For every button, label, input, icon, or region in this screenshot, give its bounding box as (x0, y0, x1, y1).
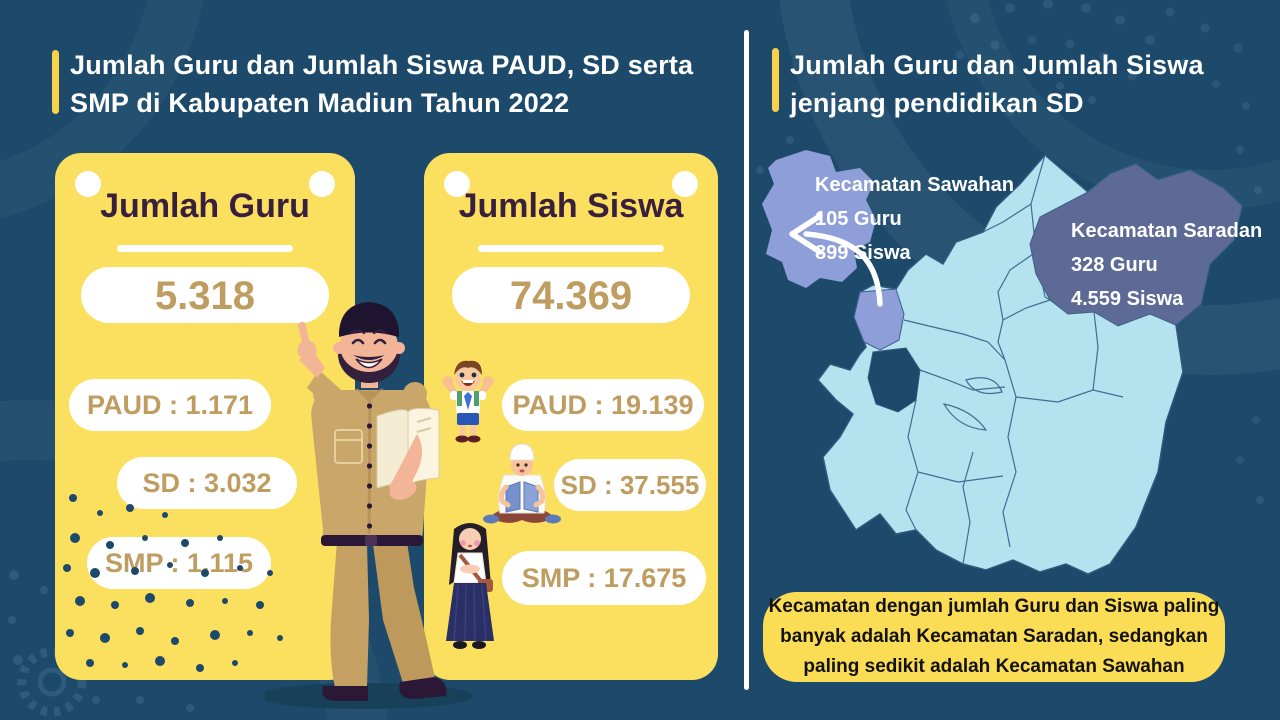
siswa-paud-pill: PAUD : 19.139 (502, 379, 704, 431)
note-line2: banyak adalah Kecamatan Saradan, sedangk… (780, 626, 1208, 647)
card-underline (117, 245, 293, 252)
reading-boy-illustration (483, 443, 561, 524)
sawahan-name: Kecamatan Sawahan (815, 174, 1014, 196)
map-arrow-icon (789, 213, 883, 307)
teacher-illustration (265, 302, 473, 709)
guru-card-title: Jumlah Guru (100, 187, 310, 225)
right-title-line1: Jumlah Guru dan Jumlah Siswa (790, 50, 1204, 80)
card-pin-circle (444, 171, 470, 197)
left-title-line1: Jumlah Guru dan Jumlah Siswa PAUD, SD se… (70, 50, 694, 80)
saradan-guru: 328 Guru (1071, 254, 1158, 276)
saradan-name: Kecamatan Saradan (1071, 220, 1263, 242)
left-title-line2: SMP di Kabupaten Madiun Tahun 2022 (70, 88, 570, 118)
student-girl-illustration (446, 523, 494, 649)
card-dots-pattern (63, 494, 283, 672)
right-title-accent-bar (772, 48, 779, 112)
sawahan-guru: 105 Guru (815, 208, 902, 230)
note-line1: Kecamatan dengan jumlah Guru dan Siswa p… (768, 596, 1220, 617)
right-panel-title: Jumlah Guru dan Jumlah Siswa jenjang pen… (790, 46, 1260, 122)
gear-icon (17, 647, 87, 717)
guru-total-pill: 5.318 (81, 267, 329, 323)
map-city-hole (867, 347, 921, 413)
card-pin-circle (75, 171, 101, 197)
sawahan-siswa: 899 Siswa (815, 242, 911, 264)
siswa-card-title: Jumlah Siswa (458, 187, 684, 225)
left-panel-title: Jumlah Guru dan Jumlah Siswa PAUD, SD se… (70, 46, 730, 122)
siswa-total-pill: 74.369 (452, 267, 690, 323)
card-pin-circle (309, 171, 335, 197)
card-underline (478, 245, 664, 252)
siswa-smp-pill: SMP : 17.675 (502, 551, 706, 605)
card-pin-circle (672, 171, 698, 197)
siswa-sd-pill: SD : 37.555 (554, 459, 706, 511)
guru-paud-pill: PAUD : 1.171 (69, 379, 271, 431)
madiun-map (762, 150, 1243, 575)
conclusion-note: Kecamatan dengan jumlah Guru dan Siswa p… (763, 592, 1225, 682)
map-region-sawahan (853, 288, 905, 351)
guru-card: Jumlah Guru 5.318 PAUD : 1.171 SD : 3.03… (55, 153, 355, 680)
guru-smp-pill: SMP : 1.115 (87, 537, 271, 589)
note-line3: paling sedikit adalah Kecamatan Sawahan (803, 656, 1185, 677)
saradan-siswa: 4.559 Siswa (1071, 288, 1184, 310)
guru-sd-pill: SD : 3.032 (117, 457, 297, 509)
section-divider (744, 30, 749, 690)
sawahan-label: Kecamatan Sawahan 105 Guru 899 Siswa (815, 168, 1014, 270)
right-title-line2: jenjang pendidikan SD (790, 88, 1084, 118)
left-title-accent-bar (52, 50, 59, 114)
cheering-boy-illustration (442, 360, 494, 443)
map-region-saradan (1029, 163, 1243, 327)
siswa-card: Jumlah Siswa 74.369 PAUD : 19.139 SD : 3… (424, 153, 718, 680)
saradan-label: Kecamatan Saradan 328 Guru 4.559 Siswa (1071, 214, 1262, 316)
